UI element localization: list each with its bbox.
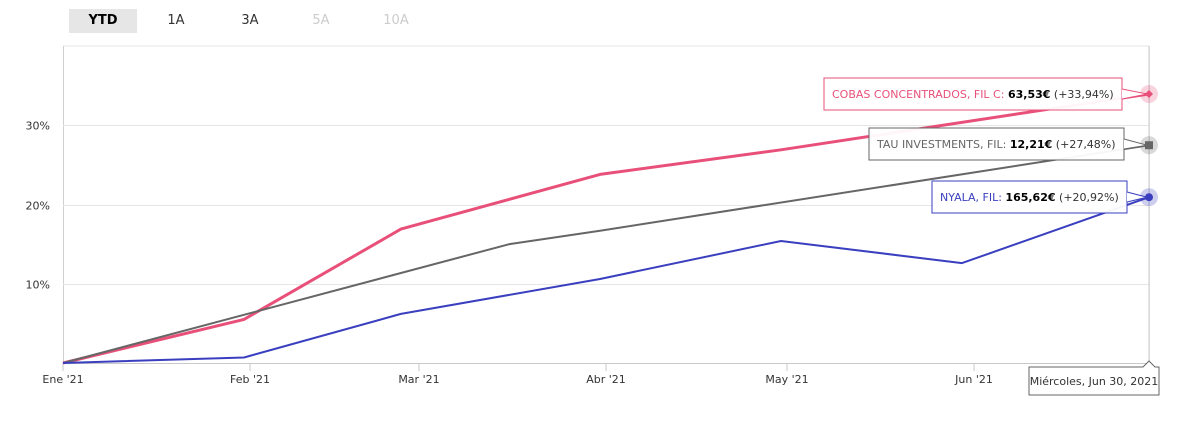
- y-tick-label: 20%: [26, 200, 50, 213]
- tooltip-cobas: COBAS CONCENTRADOS, FIL C: 63,53€ (+33,9…: [823, 77, 1148, 111]
- tooltip-series-name: TAU INVESTMENTS, FIL:: [876, 138, 1010, 151]
- tooltip-change: (+33,94%): [1050, 88, 1113, 101]
- series-line-cobas: [62, 92, 1150, 365]
- tooltip-tau: TAU INVESTMENTS, FIL: 12,21€ (+27,48%): [868, 127, 1148, 161]
- series-layer: [62, 85, 1158, 365]
- point-marker-nyala: [1145, 193, 1153, 202]
- series-line-nyala: [62, 196, 1150, 364]
- tooltip-price: 165,62€: [1005, 191, 1055, 204]
- tooltip-pointer-cobas: [1121, 88, 1148, 100]
- tooltip-series-name: COBAS CONCENTRADOS, FIL C:: [832, 88, 1008, 101]
- date-tooltip: Miércoles, Jun 30, 2021: [1028, 360, 1160, 396]
- x-tick-label: Abr '21: [586, 373, 626, 386]
- range-tab-5a: 5A: [312, 13, 330, 28]
- tooltip-box-tau: [868, 127, 1125, 161]
- x-tick-label: Feb '21: [230, 373, 270, 386]
- range-tab-1a[interactable]: 1A: [167, 13, 185, 28]
- tooltip-text-tau: TAU INVESTMENTS, FIL: 12,21€ (+27,48%): [876, 138, 1116, 151]
- date-tooltip-box: [1028, 360, 1160, 396]
- tooltip-change: (+27,48%): [1052, 138, 1115, 151]
- date-tooltip-text: Miércoles, Jun 30, 2021: [1030, 375, 1159, 388]
- tooltip-price: 12,21€: [1010, 138, 1052, 151]
- x-axis: Ene '21 Feb '21 Mar '21 Abr '21 May '21 Jun '…: [42, 363, 993, 386]
- x-tick-label: May '21: [765, 373, 808, 386]
- series-line-tau: [62, 144, 1150, 364]
- tooltip-change: (+20,92%): [1056, 191, 1119, 204]
- point-marker-tau: [1145, 141, 1153, 150]
- tooltip-box-cobas: [823, 77, 1123, 111]
- x-tick-label: Mar '21: [398, 373, 439, 386]
- x-tick-label: Ene '21: [42, 373, 83, 386]
- y-tick-label: 10%: [26, 279, 50, 292]
- x-tick-label: Jun '21: [954, 373, 993, 386]
- tooltip-pointer-nyala: [1126, 191, 1148, 203]
- tooltip-pointer-tau: [1123, 138, 1148, 150]
- tooltip-text-cobas: COBAS CONCENTRADOS, FIL C: 63,53€ (+33,9…: [832, 88, 1114, 101]
- tooltip-layer: COBAS CONCENTRADOS, FIL C: 63,53€ (+33,9…: [823, 77, 1160, 396]
- range-tab-ytd[interactable]: YTD: [69, 9, 137, 33]
- range-tab-3a[interactable]: 3A: [241, 13, 259, 28]
- y-tick-label: 30%: [26, 120, 50, 133]
- point-marker-cobas: [1145, 90, 1153, 99]
- tooltip-box-nyala: [931, 180, 1128, 214]
- y-axis: 10% 20% 30%: [26, 120, 50, 292]
- tooltip-series-name: NYALA, FIL:: [940, 191, 1005, 204]
- range-tab-10a: 10A: [383, 13, 409, 28]
- tooltip-text-nyala: NYALA, FIL: 165,62€ (+20,92%): [940, 191, 1119, 204]
- tooltip-nyala: NYALA, FIL: 165,62€ (+20,92%): [931, 180, 1148, 214]
- tooltip-price: 63,53€: [1008, 88, 1050, 101]
